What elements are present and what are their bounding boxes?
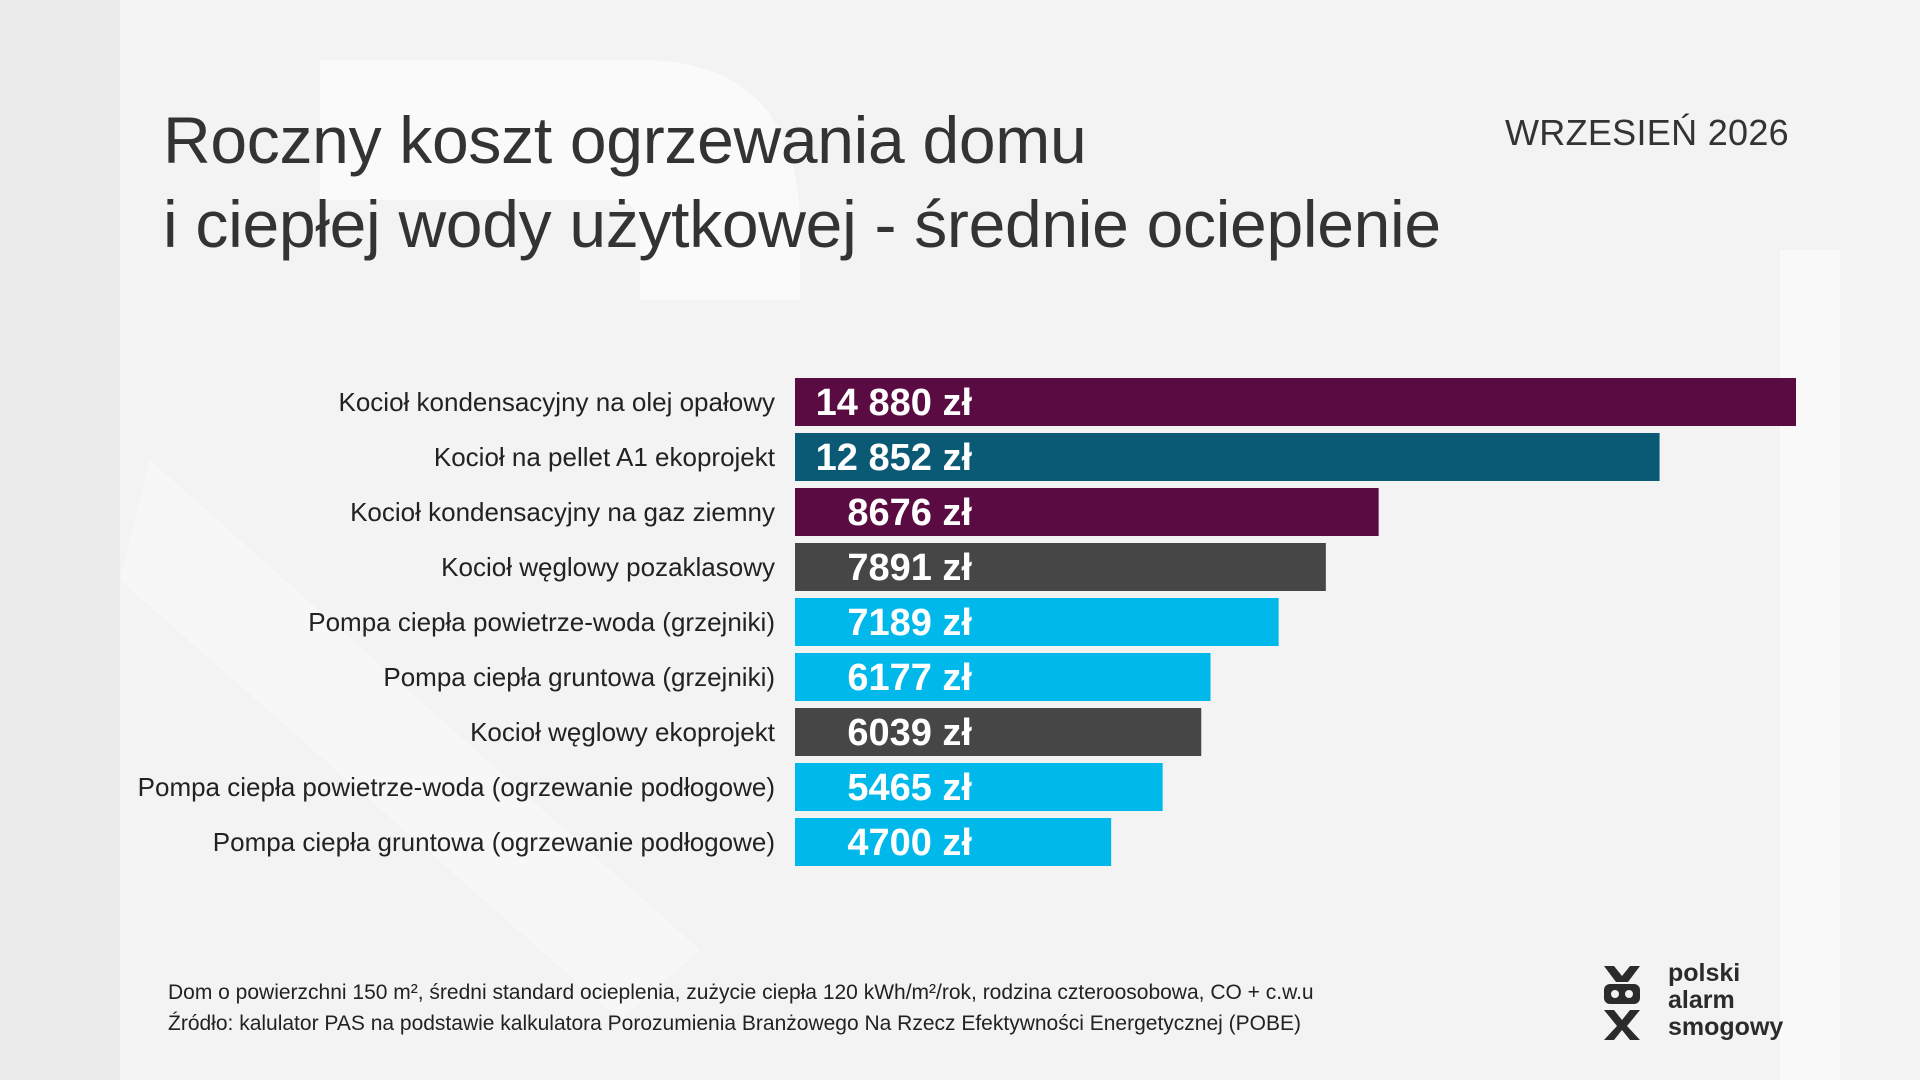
value-label: 8676 zł — [847, 492, 972, 534]
brand-name: polski alarm smogowy — [1668, 960, 1783, 1041]
value-label: 6039 zł — [847, 712, 972, 754]
bar-8 — [795, 763, 1163, 811]
title-line-2: i ciepłej wody użytkowej - średnie ociep… — [163, 187, 1441, 261]
bar-2 — [795, 433, 1660, 481]
chart-title: Roczny koszt ogrzewania domu i ciepłej w… — [163, 98, 1441, 266]
category-label: Kocioł węglowy ekoprojekt — [470, 717, 776, 747]
footnote: Dom o powierzchni 150 m², średni standar… — [168, 977, 1314, 1039]
bar-7 — [795, 708, 1202, 756]
brand-line-1: polski — [1668, 959, 1741, 987]
value-label: 5465 zł — [847, 767, 972, 809]
bar-4 — [795, 543, 1326, 591]
footnote-source: Źródło: kalulator PAS na podstawie kalku… — [168, 1012, 1301, 1035]
brand-line-3: smogowy — [1668, 1013, 1784, 1041]
category-label: Kocioł kondensacyjny na olej opałowy — [339, 387, 776, 417]
bar-1 — [795, 378, 1796, 426]
category-label: Pompa ciepła powietrze-woda (grzejniki) — [308, 607, 775, 637]
bar-5 — [795, 598, 1279, 646]
bar-9 — [795, 818, 1112, 866]
pas-logo-icon — [1604, 966, 1640, 1040]
category-label: Pompa ciepła powietrze-woda (ogrzewanie … — [138, 772, 775, 802]
value-label: 12 852 zł — [816, 437, 973, 479]
footnote-line-1: Dom o powierzchni 150 m², średni standar… — [168, 981, 1314, 1004]
category-label: Kocioł węglowy pozaklasowy — [441, 552, 775, 582]
value-label: 7891 zł — [847, 547, 972, 589]
date-label: WRZESIEŃ 2026 — [1505, 112, 1789, 153]
brand-line-2: alarm — [1668, 986, 1735, 1014]
bar-6 — [795, 653, 1211, 701]
value-label: 14 880 zł — [816, 382, 973, 424]
value-label: 6177 zł — [847, 657, 972, 699]
value-label: 7189 zł — [847, 602, 972, 644]
value-label: 4700 zł — [847, 822, 972, 864]
title-line-1: Roczny koszt ogrzewania domu — [163, 103, 1087, 177]
bar-3 — [795, 488, 1379, 536]
category-label: Kocioł na pellet A1 ekoprojekt — [434, 442, 776, 472]
category-label: Pompa ciepła gruntowa (ogrzewanie podłog… — [213, 827, 775, 857]
category-label: Pompa ciepła gruntowa (grzejniki) — [383, 662, 775, 692]
category-label: Kocioł kondensacyjny na gaz ziemny — [350, 497, 775, 527]
